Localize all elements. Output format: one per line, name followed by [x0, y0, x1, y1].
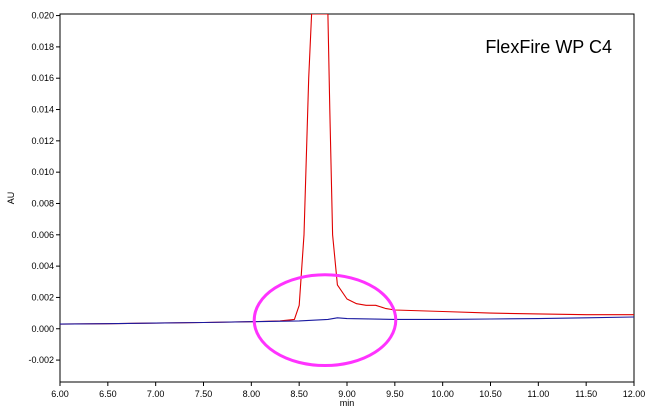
x-tick-label: 10.50 — [479, 389, 502, 399]
y-tick-label: 0.002 — [31, 292, 54, 302]
y-tick-label: 0.000 — [31, 324, 54, 334]
y-tick-label: 0.008 — [31, 198, 54, 208]
chart-title: FlexFire WP C4 — [485, 37, 612, 57]
x-tick-label: 10.00 — [431, 389, 454, 399]
x-tick-label: 7.50 — [195, 389, 213, 399]
x-axis-title: min — [340, 398, 355, 408]
y-tick-label: 0.010 — [31, 167, 54, 177]
y-tick-label: 0.006 — [31, 230, 54, 240]
y-tick-label: 0.014 — [31, 105, 54, 115]
x-axis: 6.00 6.50 7.00 7.50 8.00 8.50 9.00 9.50 10.00 10.… — [51, 382, 645, 399]
y-tick-label: 0.018 — [31, 42, 54, 52]
y-tick-label: 0.016 — [31, 73, 54, 83]
y-tick-label: 0.012 — [31, 136, 54, 146]
x-tick-label: 12.00 — [623, 389, 646, 399]
x-tick-label: 8.00 — [243, 389, 261, 399]
x-tick-label: 6.50 — [99, 389, 117, 399]
y-tick-label: 0.004 — [31, 261, 54, 271]
y-tick-label: 0.020 — [31, 11, 54, 21]
x-tick-label: 9.50 — [386, 389, 404, 399]
x-tick-label: 11.50 — [575, 389, 597, 399]
x-tick-label: 7.00 — [147, 389, 165, 399]
y-axis: -0.002 0.000 0.002 0.004 0.006 0.008 0.010 0.01… — [28, 11, 60, 366]
x-tick-label: 8.50 — [290, 389, 308, 399]
x-tick-label: 6.00 — [51, 389, 69, 399]
x-tick-label: 11.00 — [527, 389, 549, 399]
y-axis-title: AU — [6, 192, 16, 205]
y-tick-label: -0.002 — [28, 355, 54, 365]
plot-frame — [60, 14, 634, 382]
